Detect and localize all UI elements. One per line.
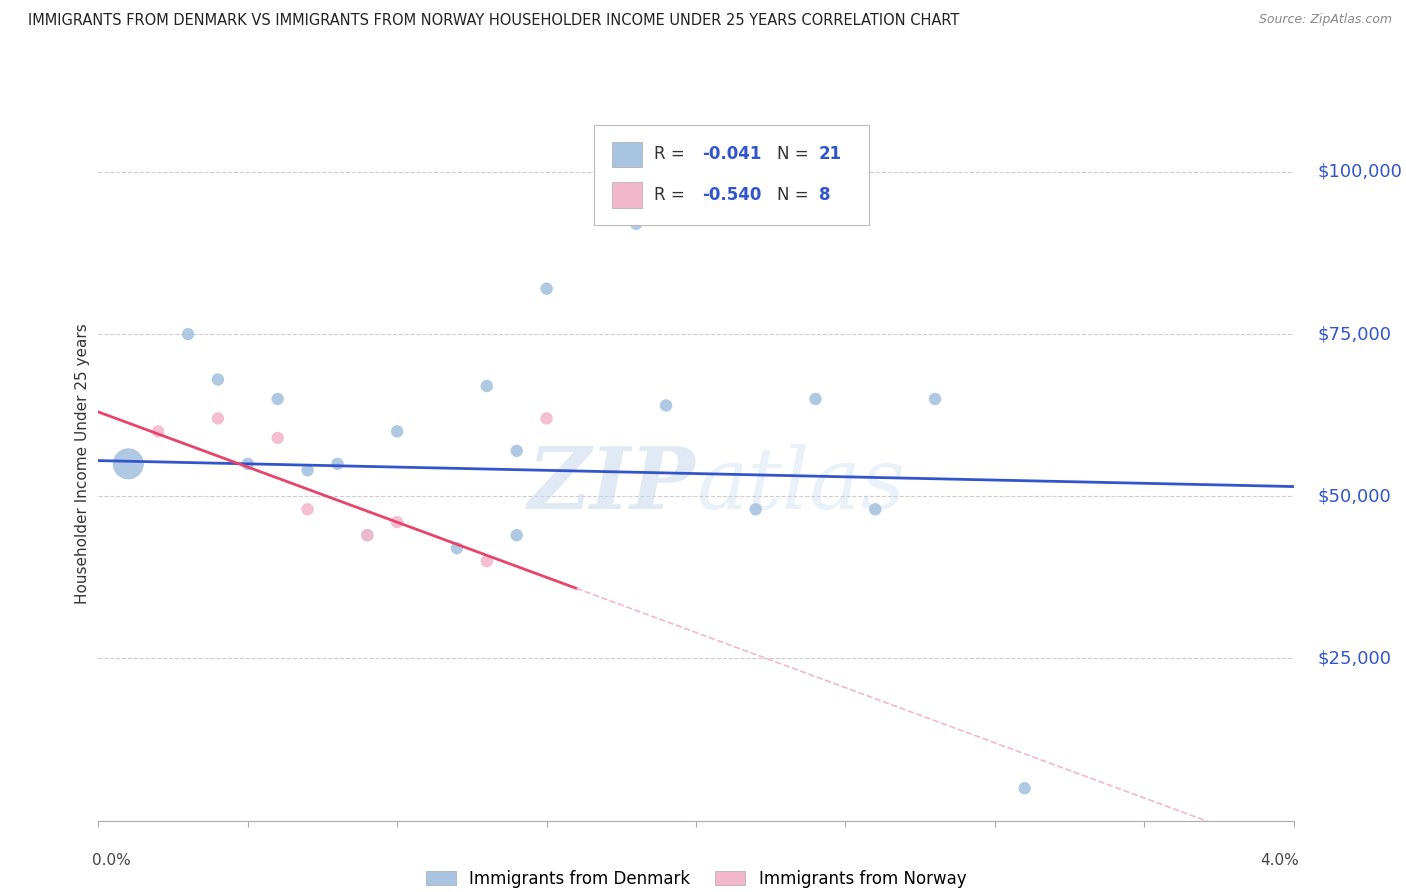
Point [924,392,946,406]
Text: $100,000: $100,000 [1317,163,1402,181]
Point [475,379,498,393]
Point [207,411,229,425]
Text: 8: 8 [820,186,831,204]
Point [745,502,768,516]
Text: $50,000: $50,000 [1317,487,1391,505]
Text: ZIP: ZIP [529,443,696,527]
Point [356,528,378,542]
Y-axis label: Householder Income Under 25 years: Householder Income Under 25 years [75,324,90,604]
Point [236,457,259,471]
Text: N =: N = [778,145,814,163]
Point [536,411,558,425]
Text: -0.540: -0.540 [702,186,761,204]
Text: -0.041: -0.041 [702,145,761,163]
Point [446,541,468,556]
Legend: Immigrants from Denmark, Immigrants from Norway: Immigrants from Denmark, Immigrants from… [419,863,973,892]
Point [536,282,558,296]
Point [475,554,498,568]
Point [385,425,409,439]
Text: $75,000: $75,000 [1317,325,1392,343]
Text: Source: ZipAtlas.com: Source: ZipAtlas.com [1258,13,1392,27]
Point [177,327,200,342]
Text: 21: 21 [820,145,842,163]
Point [267,431,290,445]
Point [207,372,229,386]
Point [356,528,378,542]
Point [506,528,529,542]
Text: IMMIGRANTS FROM DENMARK VS IMMIGRANTS FROM NORWAY HOUSEHOLDER INCOME UNDER 25 YE: IMMIGRANTS FROM DENMARK VS IMMIGRANTS FR… [28,13,959,29]
FancyBboxPatch shape [595,125,869,225]
Point [117,457,139,471]
Point [1014,781,1036,796]
Point [863,502,886,516]
Text: $25,000: $25,000 [1317,649,1392,667]
Text: N =: N = [778,186,814,204]
Text: R =: R = [654,186,690,204]
Point [267,392,290,406]
Point [148,425,170,439]
Point [297,463,319,477]
Text: 4.0%: 4.0% [1261,853,1299,868]
FancyBboxPatch shape [612,142,643,168]
Point [624,217,647,231]
Text: 0.0%: 0.0% [93,853,131,868]
Point [326,457,349,471]
Point [506,443,529,458]
Point [297,502,319,516]
Text: R =: R = [654,145,690,163]
Text: atlas: atlas [696,444,905,526]
Point [804,392,827,406]
Point [655,399,678,413]
Point [385,515,409,529]
FancyBboxPatch shape [612,182,643,208]
